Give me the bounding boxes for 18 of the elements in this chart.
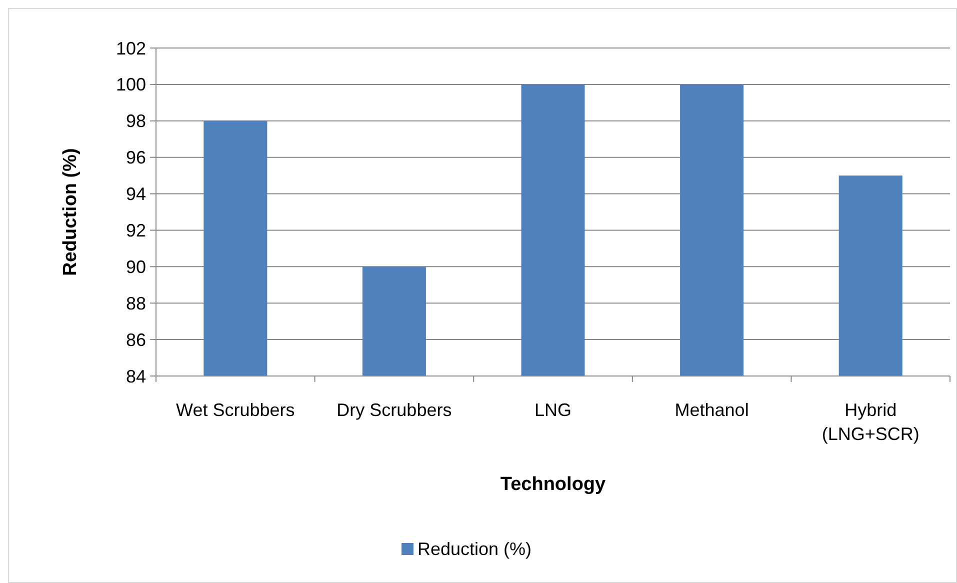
x-tick-label: Methanol bbox=[674, 400, 749, 420]
legend-label: Reduction (%) bbox=[418, 539, 532, 559]
y-tick-label: 96 bbox=[126, 148, 146, 168]
y-tick-label: 102 bbox=[116, 38, 146, 58]
x-tick-label: Dry Scrubbers bbox=[336, 400, 452, 420]
y-tick-label: 100 bbox=[116, 74, 146, 95]
y-tick-label: 92 bbox=[126, 220, 146, 241]
y-tick-label: 90 bbox=[126, 256, 146, 277]
x-tick-label: LNG bbox=[534, 400, 572, 420]
y-tick-label: 94 bbox=[126, 184, 146, 204]
y-tick-label: 84 bbox=[126, 366, 146, 386]
y-tick-label: 88 bbox=[126, 293, 146, 314]
x-axis-title: Technology bbox=[500, 474, 606, 495]
y-tick-label: 98 bbox=[126, 111, 146, 132]
y-axis-title: Reduction (%) bbox=[60, 148, 81, 276]
y-tick-label: 86 bbox=[126, 330, 146, 350]
x-tick-label: Wet Scrubbers bbox=[176, 400, 295, 420]
x-tick-label: Hybrid (LNG+SCR) bbox=[822, 400, 920, 444]
